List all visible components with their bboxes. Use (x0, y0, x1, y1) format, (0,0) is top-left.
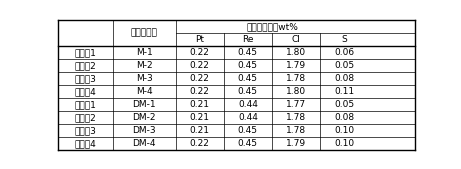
Text: M-2: M-2 (136, 61, 153, 70)
Text: 实施例2: 实施例2 (74, 61, 96, 70)
Text: 1.77: 1.77 (286, 100, 306, 109)
Text: 实施例3: 实施例3 (74, 74, 96, 83)
Text: 1.79: 1.79 (286, 61, 306, 70)
Text: 0.45: 0.45 (238, 139, 258, 148)
Text: 0.21: 0.21 (189, 100, 210, 109)
Text: 0.05: 0.05 (334, 100, 355, 109)
Text: DM-2: DM-2 (132, 113, 156, 122)
Text: 0.05: 0.05 (334, 61, 355, 70)
Text: 0.44: 0.44 (238, 113, 258, 122)
Text: 0.08: 0.08 (334, 113, 355, 122)
Text: 1.78: 1.78 (286, 113, 306, 122)
Text: 0.44: 0.44 (238, 100, 258, 109)
Text: 1.78: 1.78 (286, 74, 306, 83)
Text: 催化剂编号: 催化剂编号 (131, 29, 158, 38)
Text: Cl: Cl (292, 35, 301, 44)
Text: 实施例4: 实施例4 (74, 87, 96, 96)
Text: 0.22: 0.22 (190, 48, 210, 57)
Text: 0.11: 0.11 (334, 87, 355, 96)
Text: 0.45: 0.45 (238, 126, 258, 135)
Text: 0.21: 0.21 (189, 126, 210, 135)
Text: 1.78: 1.78 (286, 126, 306, 135)
Text: 0.10: 0.10 (334, 126, 355, 135)
Text: 0.22: 0.22 (190, 87, 210, 96)
Text: 催化剂组成，wt%: 催化剂组成，wt% (246, 22, 298, 31)
Text: 0.10: 0.10 (334, 139, 355, 148)
Text: 1.80: 1.80 (286, 87, 306, 96)
Text: 0.22: 0.22 (190, 61, 210, 70)
Text: 0.21: 0.21 (189, 113, 210, 122)
Text: 对比例4: 对比例4 (74, 139, 96, 148)
Text: 0.45: 0.45 (238, 61, 258, 70)
Text: 0.22: 0.22 (190, 139, 210, 148)
Text: S: S (342, 35, 347, 44)
Text: DM-1: DM-1 (132, 100, 156, 109)
Text: 0.45: 0.45 (238, 87, 258, 96)
Text: 0.22: 0.22 (190, 74, 210, 83)
Text: 1.80: 1.80 (286, 48, 306, 57)
Text: 对比例3: 对比例3 (74, 126, 96, 135)
Text: 0.45: 0.45 (238, 74, 258, 83)
Text: DM-4: DM-4 (132, 139, 156, 148)
Text: Pt: Pt (195, 35, 204, 44)
Text: 0.08: 0.08 (334, 74, 355, 83)
Text: M-1: M-1 (136, 48, 153, 57)
Text: 对比例2: 对比例2 (74, 113, 96, 122)
Text: M-4: M-4 (136, 87, 153, 96)
Text: 0.45: 0.45 (238, 48, 258, 57)
Text: 0.06: 0.06 (334, 48, 355, 57)
Text: M-3: M-3 (136, 74, 153, 83)
Text: Re: Re (242, 35, 254, 44)
Text: DM-3: DM-3 (132, 126, 156, 135)
Text: 对比例1: 对比例1 (74, 100, 96, 109)
Text: 实施例1: 实施例1 (74, 48, 96, 57)
Text: 1.79: 1.79 (286, 139, 306, 148)
